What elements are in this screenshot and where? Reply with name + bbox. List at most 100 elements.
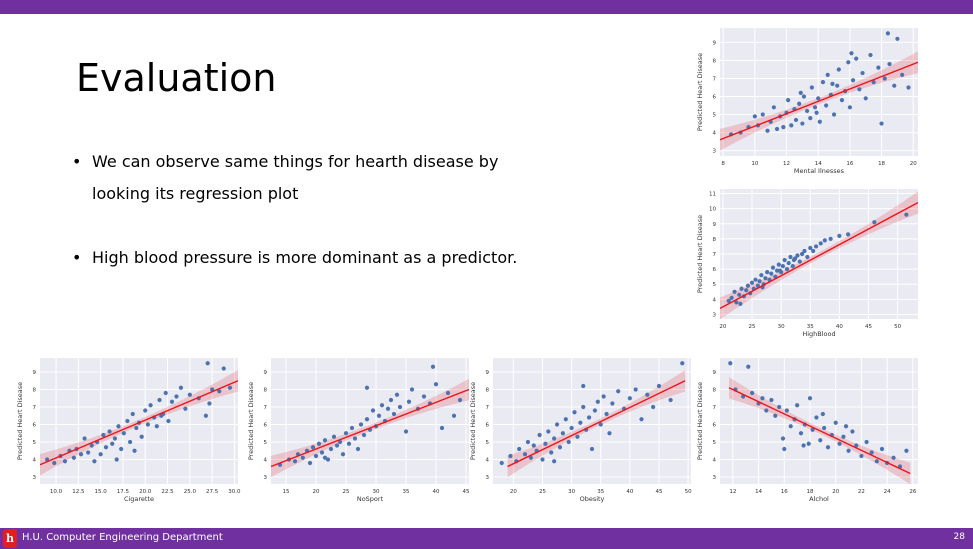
x-tick-label: 30.0 [228,489,241,495]
data-point [639,417,644,422]
y-tick-label: 9 [486,370,490,376]
y-tick-label: 7 [713,252,717,258]
data-point [364,417,370,422]
data-point [203,413,208,418]
data-point [163,390,168,396]
y-tick-label: 5 [33,440,37,446]
data-point [86,450,91,455]
data-point [566,439,571,445]
y-tick-label: 6 [486,423,490,429]
data-point [376,413,382,418]
data-point [300,455,305,460]
data-point [810,427,815,432]
data-point [854,56,859,61]
data-point [798,431,804,436]
x-axis-label: Alchol [809,495,829,503]
data-point [818,241,823,246]
data-point [891,455,896,460]
y-tick-label: 8 [713,388,717,394]
x-tick-label: 14 [755,489,762,495]
x-tick-label: 16 [781,489,788,495]
data-point [379,403,385,408]
data-point [900,72,905,77]
data-point [837,441,842,446]
data-point [769,271,774,276]
data-point [361,432,367,438]
data-point [159,413,164,418]
footer-bar: h H.U. Computer Engineering Department 2… [0,528,973,549]
data-point [786,260,791,266]
regression-line [40,380,238,466]
data-point [892,83,897,88]
data-point [887,61,892,67]
data-point [221,366,226,371]
data-point [110,441,115,446]
data-point [227,385,233,390]
plot-area [720,358,918,484]
data-point [217,389,222,394]
plot-area [720,28,918,156]
data-point [121,431,126,436]
regression-line [728,387,911,475]
data-point [791,257,797,263]
data-point [409,387,415,392]
y-tick-label: 4 [264,458,268,464]
data-point [729,295,734,300]
data-point [385,406,391,411]
data-point [781,125,786,130]
x-axis-label: Obesity [580,495,605,503]
x-tick-label: 35 [807,324,814,330]
data-point [388,397,394,403]
x-tick-label: 45 [655,489,662,495]
data-point [750,390,755,396]
y-tick-label: 8 [264,388,268,394]
x-tick-label: 30 [568,489,575,495]
footer-department: H.U. Computer Engineering Department [22,532,223,543]
y-tick-label: 3 [713,149,717,155]
x-tick-label: 25.0 [184,489,197,495]
bullet-item: High blood pressure is more dominant as … [72,242,592,274]
data-point [822,238,827,243]
data-point [805,108,810,114]
data-point [119,446,124,452]
data-point [814,110,819,115]
data-point [871,79,876,85]
data-point [143,408,148,413]
data-point [522,452,528,457]
data-point [352,436,358,441]
data-point [879,121,884,126]
x-tick-label: 22.5 [161,489,174,495]
x-tick-label: 10.0 [50,489,63,495]
y-tick-label: 6 [713,267,717,273]
data-point [205,361,210,366]
data-point [71,455,76,460]
data-point [732,289,737,294]
data-point [397,404,403,410]
x-tick-label: 20 [910,161,917,167]
data-point [811,248,816,254]
data-point [346,441,352,446]
data-point [651,404,656,410]
data-point [818,438,823,443]
data-point [331,434,337,439]
data-point [774,126,780,132]
x-axis-label: Mental Ilnesses [794,167,845,175]
data-point [406,399,412,404]
plot-cigarette: 10.0 12.5 15.0 17.5 20.0 22.5 25.0 27.5 30.0 3 4 5 6… [16,358,241,503]
data-point [825,72,830,77]
y-tick-label: 5 [486,440,490,446]
data-point [92,459,97,464]
y-tick-label: 7 [33,405,37,411]
data-point [668,397,673,403]
data-point [616,389,621,394]
data-point [759,273,764,278]
data-point [789,123,794,128]
x-tick-label: 25 [749,324,756,330]
data-point [765,270,770,275]
data-point [728,361,733,366]
data-point [169,399,175,404]
data-point [885,31,891,36]
x-tick-label: 50 [894,324,901,330]
regression-line [720,201,918,310]
data-point [52,460,57,466]
